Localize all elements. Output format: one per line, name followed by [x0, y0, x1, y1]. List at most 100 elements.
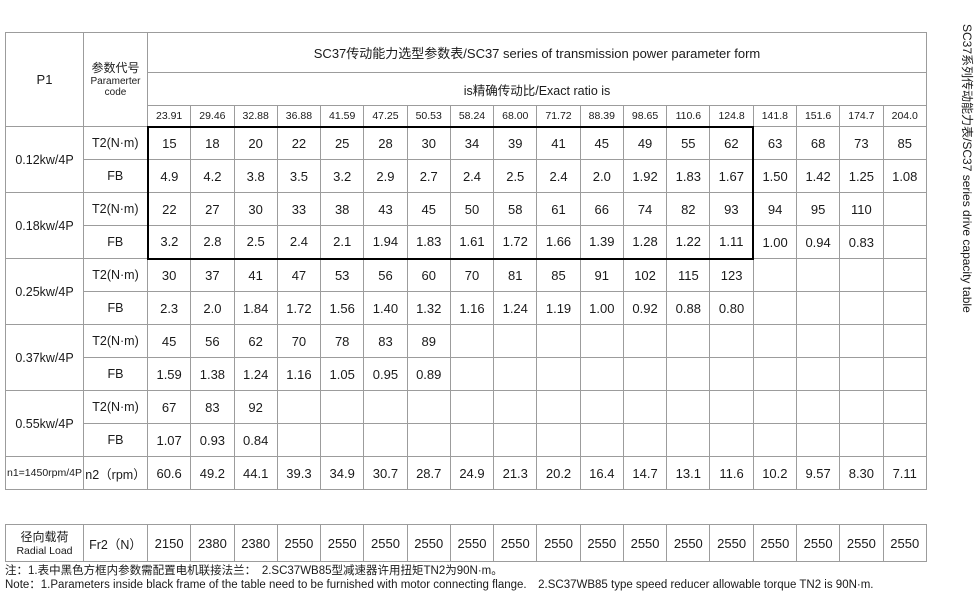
t2-value-cell	[882, 192, 928, 226]
fb-value-cell: 2.9	[363, 159, 408, 193]
t2-code-cell: T2(N·m)	[83, 192, 148, 226]
speed-row: n1=1450rpm/4P n2（rpm） 60.6 49.2 44.1 39.3 34.9…	[5, 456, 928, 490]
ratio-value-cell: 98.65	[622, 105, 668, 127]
fb-value-cell	[752, 357, 797, 391]
fb-value-cell: 1.32	[406, 291, 451, 325]
t2-value-cell: 45	[406, 192, 451, 226]
power-label: 0.12kw/4P	[5, 126, 84, 193]
fb-value-cell	[579, 423, 624, 457]
fr2-value-cell: 2550	[320, 524, 365, 562]
t2-value-cell: 22	[146, 192, 192, 226]
fb-value-cell	[839, 357, 884, 391]
t2-value-cell: 28	[363, 125, 408, 160]
n2-value-cell: 21.3	[493, 456, 538, 490]
n2-value-cell: 11.6	[709, 456, 754, 490]
fb-value-cell	[406, 423, 451, 457]
fb-value-cell: 0.89	[406, 357, 451, 391]
fb-value-cell	[795, 357, 841, 391]
side-vertical-title: SC37系列传动能力表/SC37 series drive capacity t…	[960, 24, 974, 313]
ratio-value-cell: 32.88	[233, 105, 278, 127]
fb-value-cell: 1.00	[579, 291, 624, 325]
fb-value-cell	[839, 423, 884, 457]
param-code-header: 参数代号 Paramerter code	[83, 32, 148, 127]
fb-value-cell: 2.0	[579, 159, 624, 193]
fb-value-cell: 1.24	[493, 291, 538, 325]
fb-value-cell: 2.0	[190, 291, 235, 325]
n1-label: n1=1450rpm/4P	[5, 456, 84, 490]
fb-value-cell: 1.72	[493, 225, 538, 260]
t2-value-cell	[276, 390, 322, 424]
t2-value-cell	[752, 390, 797, 424]
fb-value-cell: 3.2	[320, 159, 365, 193]
n2-value-cell: 28.7	[406, 456, 451, 490]
header-row-ratio-values: 23.91 29.46 32.88 36.88 41.59 47.25 50.53 58.24…	[6, 105, 928, 127]
t2-value-cell	[493, 324, 538, 358]
ratio-value-cell: 204.0	[882, 105, 928, 127]
fb-value-cell: 4.2	[190, 159, 235, 193]
t2-value-cell	[320, 390, 365, 424]
t2-value-cell	[666, 390, 711, 424]
n2-value-cell: 24.9	[449, 456, 495, 490]
fr2-value-cell: 2550	[622, 524, 668, 562]
n2-value-cell: 20.2	[536, 456, 581, 490]
fr2-value-cell: 2550	[579, 524, 624, 562]
ratio-value-cell: 110.6	[666, 105, 711, 127]
t2-value-cell: 45	[146, 324, 192, 358]
fb-value-cell: 2.3	[146, 291, 192, 325]
fb-value-cell: 1.08	[882, 159, 928, 193]
fb-value-cell: 2.5	[233, 225, 278, 260]
fr2-value-cell: 2550	[666, 524, 711, 562]
t2-code-cell: T2(N·m)	[83, 258, 148, 292]
n2-value-cell: 16.4	[579, 456, 624, 490]
header-row-title: P1 参数代号 Paramerter code SC37传动能力选型参数表/SC37 …	[5, 32, 927, 127]
fr2-value-cell: 2550	[752, 524, 797, 562]
ratio-value-cell: 151.6	[795, 105, 841, 127]
fb-value-cell: 1.83	[406, 225, 451, 260]
fb-value-cell	[666, 423, 711, 457]
t2-value-cell: 18	[190, 125, 235, 160]
t2-value-cell	[536, 390, 581, 424]
t2-value-cell: 30	[406, 125, 451, 160]
t2-value-cell: 43	[363, 192, 408, 226]
fb-value-cell	[579, 357, 624, 391]
power-row-fb: FB 2.3 2.0 1.84 1.72 1.56 1.40 1.32 1.16 1.24 1.19…	[6, 291, 928, 325]
fr2-value-cell: 2550	[839, 524, 884, 562]
t2-value-cell: 34	[449, 125, 495, 160]
t2-value-cell	[882, 324, 928, 358]
fb-value-cell: 1.24	[233, 357, 278, 391]
power-row-fb: FB 1.07 0.93 0.84	[6, 423, 928, 457]
ratio-value-cell: 23.91	[146, 105, 192, 127]
n2-value-cell: 14.7	[622, 456, 668, 490]
fb-value-cell: 0.94	[795, 225, 841, 259]
fb-value-cell	[709, 423, 754, 457]
fr2-value-cell: 2550	[363, 524, 408, 562]
fb-value-cell: 0.92	[622, 291, 668, 325]
fr2-value-cell: 2550	[276, 524, 322, 562]
n2-value-cell: 7.11	[882, 456, 928, 490]
ratio-value-cell: 88.39	[579, 105, 624, 127]
fb-value-cell	[882, 291, 928, 325]
n2-value-cell: 39.3	[276, 456, 322, 490]
fb-value-cell: 2.5	[493, 159, 538, 193]
t2-value-cell: 47	[276, 258, 322, 292]
ratio-value-cell: 58.24	[449, 105, 495, 127]
power-row-t2: 0.18kw/4P T2(N·m) 22 27 30 33 38 43 45 50 58 61 66 74…	[5, 192, 928, 259]
p1-header: P1	[5, 32, 84, 127]
fb-value-cell	[622, 357, 668, 391]
t2-value-cell	[709, 324, 754, 358]
power-row-fb: FB 3.2 2.8 2.5 2.4 2.1 1.94 1.83 1.61 1.72 1.66 1.3…	[6, 225, 928, 260]
t2-value-cell: 93	[709, 192, 755, 226]
t2-value-cell	[449, 324, 495, 358]
fb-value-cell: 2.7	[406, 159, 451, 193]
fb-value-cell: 0.95	[363, 357, 408, 391]
n2-value-cell: 10.2	[752, 456, 797, 490]
fb-value-cell: 1.72	[276, 291, 322, 325]
fb-value-cell	[752, 423, 797, 457]
fr2-code-cell: Fr2（N）	[83, 524, 148, 562]
t2-value-cell	[449, 390, 495, 424]
t2-value-cell	[666, 324, 711, 358]
fb-value-cell	[666, 357, 711, 391]
radial-load-label-zh: 径向载荷	[20, 529, 69, 544]
fb-value-cell: 0.88	[666, 291, 711, 325]
